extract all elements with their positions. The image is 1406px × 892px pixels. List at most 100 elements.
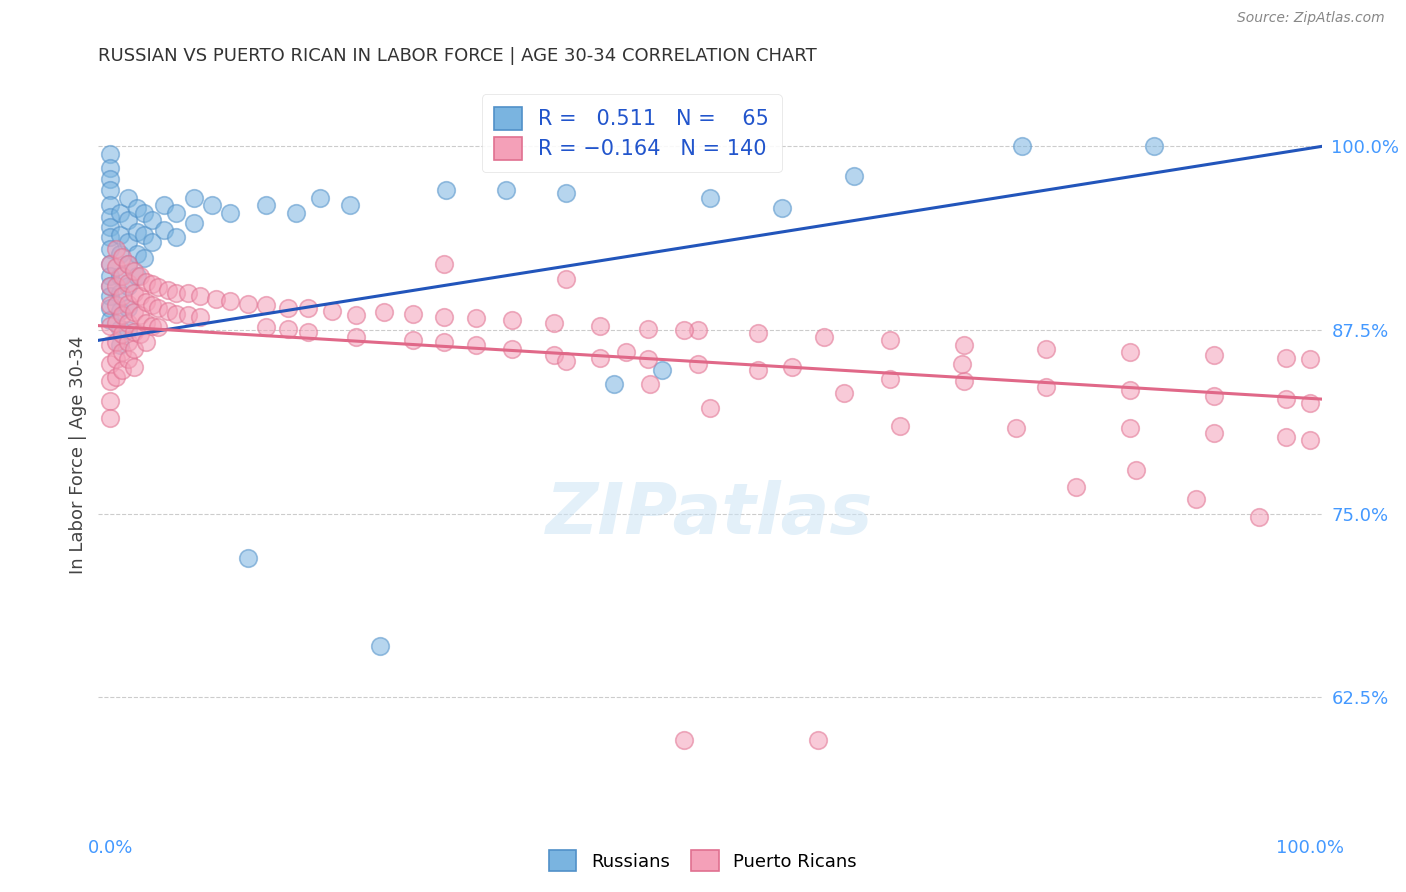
Point <box>373 305 395 319</box>
Point <box>153 223 176 237</box>
Point <box>125 246 148 260</box>
Point <box>108 227 131 242</box>
Point <box>686 323 709 337</box>
Point <box>879 371 901 385</box>
Point <box>368 639 391 653</box>
Point <box>105 298 128 312</box>
Point <box>129 268 152 283</box>
Point <box>1274 351 1296 365</box>
Point <box>401 334 423 348</box>
Point <box>433 257 456 271</box>
Point <box>543 316 565 330</box>
Point <box>100 220 122 235</box>
Point <box>555 271 578 285</box>
Point <box>141 318 163 333</box>
Point <box>834 386 856 401</box>
Point <box>183 216 205 230</box>
Point <box>153 198 176 212</box>
Point <box>105 279 128 293</box>
Point <box>614 345 637 359</box>
Point <box>254 320 277 334</box>
Text: ZIPatlas: ZIPatlas <box>547 481 873 549</box>
Point <box>807 733 830 747</box>
Point <box>135 275 157 289</box>
Point <box>1035 380 1057 394</box>
Point <box>111 345 134 359</box>
Point <box>543 348 565 362</box>
Point <box>1125 462 1147 476</box>
Point <box>100 411 122 425</box>
Point <box>672 323 695 337</box>
Point <box>813 330 835 344</box>
Point <box>889 418 911 433</box>
Point <box>100 198 122 212</box>
Point <box>111 362 134 376</box>
Point <box>1119 384 1142 398</box>
Point <box>277 321 299 335</box>
Point <box>465 311 488 326</box>
Point <box>100 318 122 333</box>
Point <box>672 733 695 747</box>
Point <box>1143 139 1166 153</box>
Point <box>117 276 139 290</box>
Point <box>117 301 139 315</box>
Point <box>111 309 134 323</box>
Point <box>132 251 155 265</box>
Point <box>129 309 152 323</box>
Point <box>747 362 769 376</box>
Point <box>124 286 146 301</box>
Point <box>108 321 131 335</box>
Point <box>637 321 659 335</box>
Point <box>1298 352 1320 367</box>
Point <box>124 325 146 339</box>
Point <box>100 393 122 408</box>
Point <box>132 205 155 219</box>
Point <box>156 304 179 318</box>
Point <box>156 284 179 298</box>
Point <box>433 310 456 324</box>
Point <box>124 305 146 319</box>
Point <box>1202 389 1225 403</box>
Point <box>108 268 131 283</box>
Point <box>238 550 260 565</box>
Point <box>108 337 131 351</box>
Point <box>205 292 228 306</box>
Point <box>165 230 187 244</box>
Point <box>401 307 423 321</box>
Point <box>117 316 139 330</box>
Point <box>129 289 152 303</box>
Point <box>148 320 170 334</box>
Point <box>219 205 242 219</box>
Point <box>100 279 122 293</box>
Point <box>339 198 361 212</box>
Point <box>165 205 187 219</box>
Point <box>117 212 139 227</box>
Point <box>100 301 122 315</box>
Point <box>1298 396 1320 410</box>
Point <box>201 198 224 212</box>
Point <box>699 191 721 205</box>
Text: RUSSIAN VS PUERTO RICAN IN LABOR FORCE | AGE 30-34 CORRELATION CHART: RUSSIAN VS PUERTO RICAN IN LABOR FORCE |… <box>98 47 817 65</box>
Point <box>135 334 157 349</box>
Point <box>111 250 134 264</box>
Point <box>135 295 157 310</box>
Point <box>165 307 187 321</box>
Point <box>879 334 901 348</box>
Point <box>277 301 299 315</box>
Point <box>100 146 122 161</box>
Point <box>100 337 122 351</box>
Point <box>1064 480 1087 494</box>
Point <box>238 296 260 310</box>
Point <box>780 359 803 374</box>
Point <box>105 242 128 256</box>
Point <box>117 279 139 293</box>
Point <box>1274 430 1296 444</box>
Point <box>254 198 277 212</box>
Point <box>434 184 457 198</box>
Point <box>100 357 122 371</box>
Point <box>100 279 122 293</box>
Point <box>100 230 122 244</box>
Point <box>321 304 343 318</box>
Point <box>108 286 131 301</box>
Point <box>100 242 122 256</box>
